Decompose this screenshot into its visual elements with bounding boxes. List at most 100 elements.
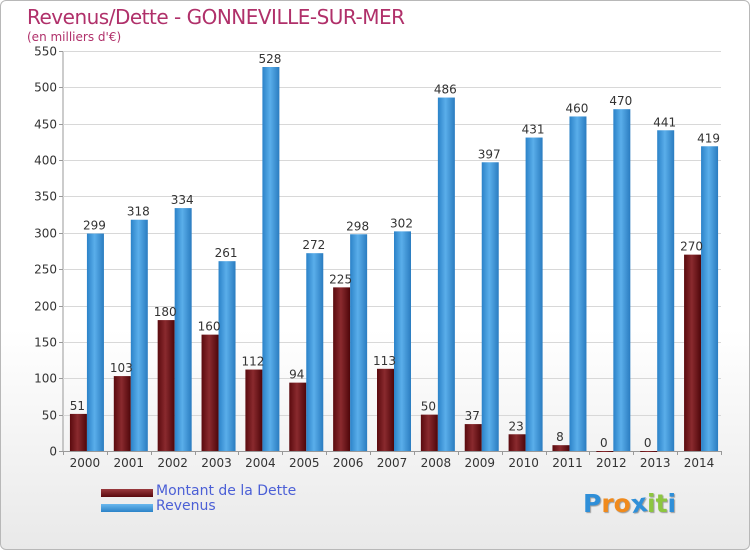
y-tick-label: 0 [49, 445, 57, 459]
data-label-revenus-2008: 486 [434, 83, 457, 97]
y-tick-label: 450 [34, 118, 57, 132]
data-label-revenus-2004: 528 [258, 52, 281, 66]
bar-revenus-2005 [306, 253, 324, 451]
y-tick-label: 250 [34, 263, 57, 277]
logo-letter: o [613, 489, 631, 518]
data-label-revenus-2000: 299 [83, 219, 106, 233]
bar-debt-2011 [552, 445, 570, 451]
logo-letter: i [647, 489, 656, 518]
x-tick-label: 2000 [70, 456, 101, 470]
bar-debt-2004 [245, 369, 263, 451]
bar-revenus-2003 [218, 261, 236, 451]
data-label-debt-2005: 94 [289, 368, 304, 382]
x-tick-label: 2012 [596, 456, 627, 470]
bar-debt-2007 [377, 368, 394, 451]
x-tick-label: 2005 [289, 456, 320, 470]
logo-letter: P [583, 489, 602, 518]
y-tick-label: 100 [34, 372, 57, 386]
x-tick-label: 2001 [114, 456, 145, 470]
data-label-debt-2013: 0 [644, 436, 652, 450]
data-label-debt-2009: 37 [465, 409, 480, 423]
y-tick-label: 550 [34, 45, 57, 59]
x-tick-label: 2010 [508, 456, 539, 470]
bar-revenus-2013 [657, 130, 675, 452]
logo-letter: r [601, 489, 614, 518]
bar-debt-2013 [640, 451, 658, 452]
bar-revenus-2012 [613, 109, 631, 451]
data-label-debt-2008: 50 [421, 400, 436, 414]
y-tick-label: 300 [34, 227, 57, 241]
data-label-revenus-2006: 298 [346, 219, 369, 233]
proxiti-logo: Proxiti [583, 488, 677, 519]
bar-revenus-2014 [701, 146, 719, 452]
data-label-revenus-2012: 470 [609, 94, 632, 108]
y-tick-label: 500 [34, 81, 57, 95]
logo-letter: t [655, 489, 668, 518]
x-tick-label: 2004 [245, 456, 276, 470]
data-label-revenus-2009: 397 [478, 147, 501, 161]
y-tick-label: 400 [34, 154, 57, 168]
data-label-debt-2010: 23 [508, 419, 523, 433]
bar-revenus-2000 [86, 233, 104, 451]
bar-revenus-2009 [481, 162, 499, 452]
data-label-debt-2001: 103 [110, 361, 133, 375]
data-label-debt-2000: 51 [70, 399, 85, 413]
data-label-debt-2014: 270 [680, 240, 703, 254]
data-label-revenus-2002: 334 [171, 193, 194, 207]
bar-revenus-2001 [130, 219, 148, 451]
bar-debt-2001 [113, 376, 131, 451]
data-label-revenus-2013: 441 [653, 115, 676, 129]
bar-revenus-2004 [262, 67, 280, 451]
data-label-revenus-2010: 431 [522, 123, 545, 137]
chart-subtitle: (en milliers d'€) [27, 30, 122, 44]
x-tick-label: 2007 [377, 456, 408, 470]
bar-debt-2006 [333, 287, 351, 451]
y-tick-label: 200 [34, 300, 57, 314]
x-tick-label: 2009 [464, 456, 495, 470]
data-label-revenus-2014: 419 [697, 131, 720, 145]
bar-revenus-2008 [437, 97, 455, 451]
bar-revenus-2010 [525, 137, 543, 451]
legend-swatch-debt [101, 489, 153, 497]
data-label-debt-2012: 0 [600, 436, 608, 450]
legend-label-revenus: Revenus [156, 498, 216, 514]
data-label-debt-2004: 112 [241, 355, 264, 369]
y-tick-label: 50 [42, 409, 57, 423]
data-label-debt-2011: 8 [556, 430, 564, 444]
y-tick-label: 150 [34, 336, 57, 350]
x-tick-label: 2006 [333, 456, 364, 470]
bar-revenus-2007 [394, 231, 411, 451]
chart-title: Revenus/Dette - GONNEVILLE-SUR-MER [27, 5, 405, 29]
data-label-revenus-2007: 302 [390, 216, 413, 230]
data-label-revenus-2003: 261 [215, 246, 238, 260]
bar-debt-2014 [684, 254, 702, 451]
bar-debt-2005 [289, 382, 307, 451]
bar-debt-2000 [69, 413, 87, 451]
x-tick-label: 2011 [552, 456, 583, 470]
bar-debt-2008 [420, 414, 438, 451]
bar-revenus-2006 [350, 234, 368, 451]
data-label-revenus-2011: 460 [566, 101, 589, 115]
x-tick-label: 2003 [201, 456, 232, 470]
bar-debt-2009 [464, 424, 482, 451]
bar-debt-2010 [508, 434, 526, 451]
bar-debt-2002 [157, 320, 175, 451]
data-label-debt-2003: 160 [198, 320, 221, 334]
x-tick-label: 2002 [157, 456, 188, 470]
bar-revenus-2011 [569, 116, 587, 452]
bar-debt-2012 [596, 451, 614, 452]
logo-letter: i [667, 489, 677, 518]
logo-letter: x [628, 488, 649, 519]
data-label-debt-2006: 225 [329, 272, 352, 286]
x-tick-label: 2013 [640, 456, 671, 470]
data-label-debt-2002: 180 [154, 305, 177, 319]
x-tick-label: 2008 [421, 456, 452, 470]
bar-revenus-2002 [174, 208, 192, 451]
y-tick-label: 350 [34, 190, 57, 204]
legend-swatch-revenus [101, 504, 153, 512]
bar-debt-2003 [201, 334, 219, 451]
data-label-revenus-2005: 272 [302, 238, 325, 252]
data-label-debt-2007: 113 [373, 354, 396, 368]
